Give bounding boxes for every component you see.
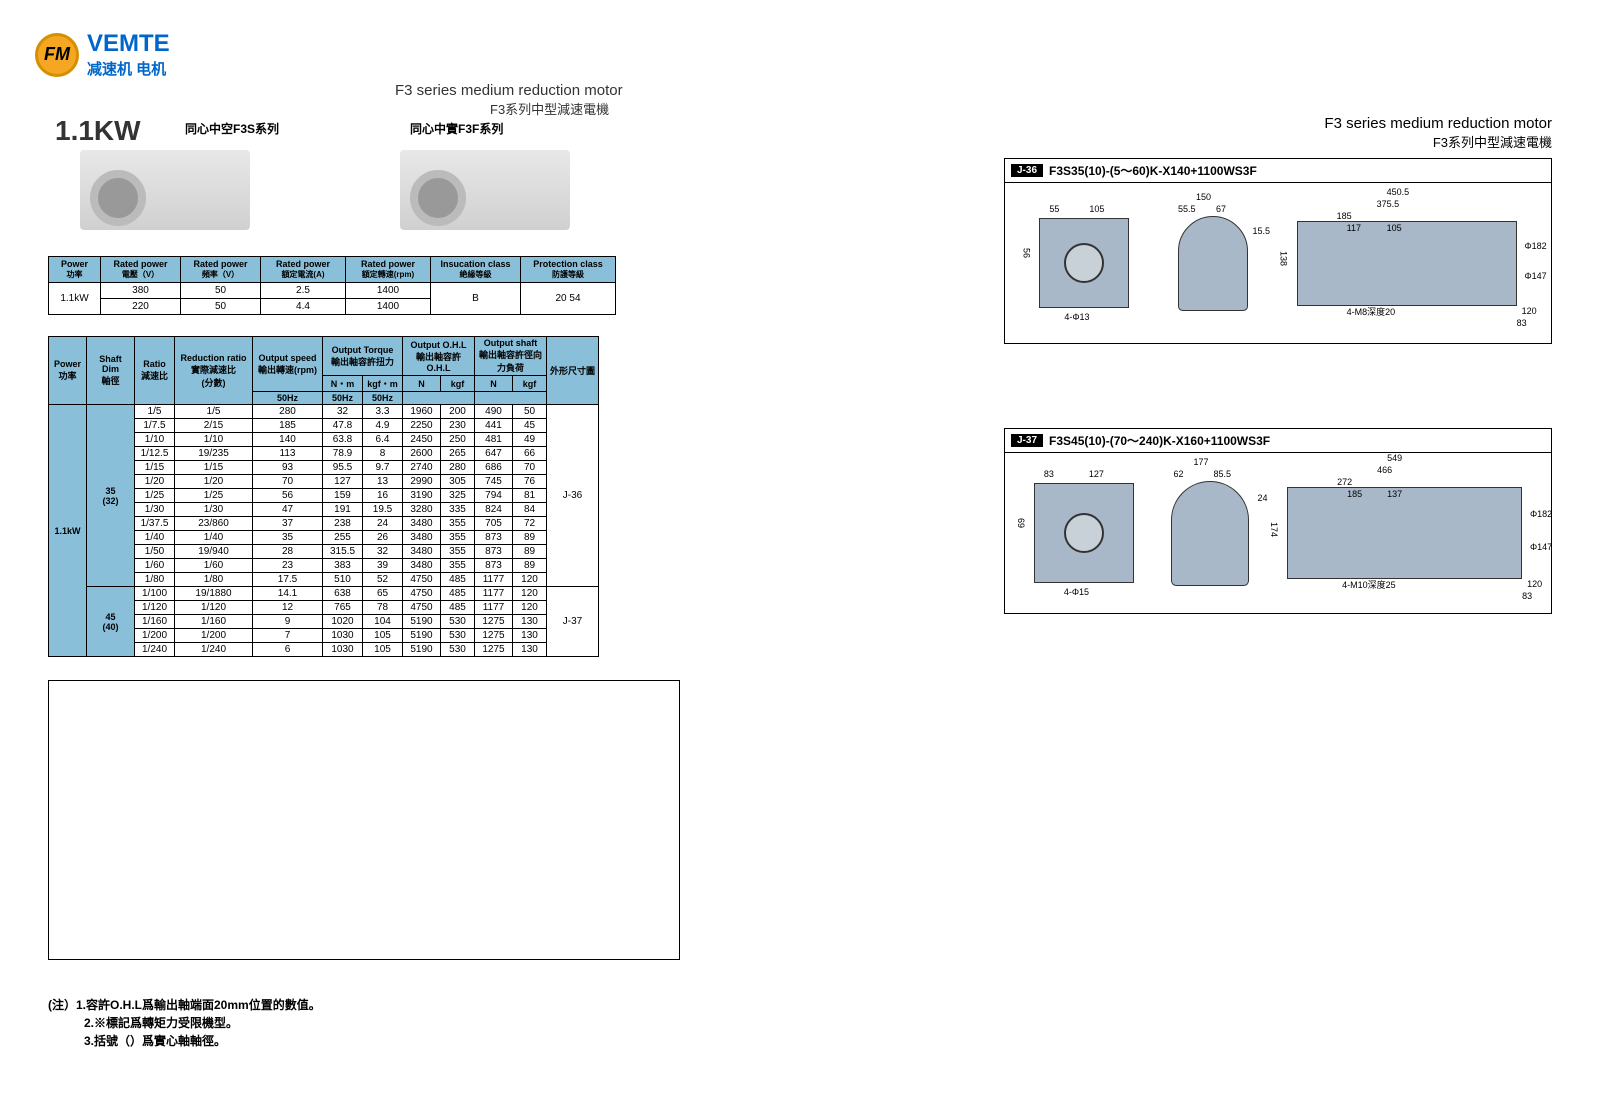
series-f3s: 同心中空F3S系列 <box>185 120 279 137</box>
data-table: Power功率 Shaft Dim軸徑 Ratio減速比 Reduction r… <box>48 336 599 657</box>
right-title: F3 series medium reduction motor F3系列中型減… <box>1324 115 1552 151</box>
blank-panel <box>48 680 680 960</box>
note-line: 2.※標記爲轉矩力受限機型。 <box>48 1014 321 1032</box>
diagram-tag: J-36 <box>1011 164 1043 177</box>
motor-image-f3s <box>80 150 250 230</box>
data-row: 45(40)1/10019/188014.1638654750485117712… <box>49 587 599 601</box>
diagram-tag: J-37 <box>1011 434 1043 447</box>
note-line: (注）1.容許O.H.L爲輸出軸端面20mm位置的數值。 <box>48 996 321 1014</box>
logo-badge: FM <box>35 33 79 77</box>
mech-long-view <box>1287 487 1522 579</box>
diagram-j37: J-37 F3S45(10)-(70〜240)K-X160+1100WS3F 8… <box>1004 428 1552 614</box>
hdr-power: Power <box>53 259 96 269</box>
mech-front-view <box>1039 218 1129 308</box>
mech-side-view <box>1171 481 1249 586</box>
title-en: F3 series medium reduction motor <box>395 82 623 99</box>
power-heading: 1.1KW <box>55 115 141 147</box>
logo-cn: 减速机 电机 <box>87 58 170 79</box>
diagram-j36: J-36 F3S35(10)-(5〜60)K-X140+1100WS3F 55 … <box>1004 158 1552 344</box>
data-row: 1.1kW35(32)1/51/5280323.3196020049050J-3… <box>49 405 599 419</box>
title-cn: F3系列中型減速電機 <box>395 99 623 118</box>
mech-long-view <box>1297 221 1517 306</box>
mech-side-view <box>1178 216 1248 311</box>
main-title: F3 series medium reduction motor F3系列中型減… <box>395 82 623 118</box>
footnotes: (注）1.容許O.H.L爲輸出軸端面20mm位置的數值。 2.※標記爲轉矩力受限… <box>48 996 321 1050</box>
spec-row: 1.1kW 380 50 2.5 1400 B 20 54 <box>49 283 616 299</box>
logo: FM VEMTE 减速机 电机 <box>35 30 170 79</box>
logo-en: VEMTE <box>87 30 170 58</box>
spec-table: Power功率 Rated power電壓（V） Rated power頻率（V… <box>48 256 616 315</box>
series-f3f: 同心中實F3F系列 <box>410 120 503 137</box>
diagram-name: F3S35(10)-(5〜60)K-X140+1100WS3F <box>1049 162 1257 179</box>
mech-front-view <box>1034 483 1134 583</box>
motor-image-f3f <box>400 150 570 230</box>
diagram-name: F3S45(10)-(70〜240)K-X160+1100WS3F <box>1049 432 1270 449</box>
note-line: 3.括號（）爲實心軸軸徑。 <box>48 1032 321 1050</box>
